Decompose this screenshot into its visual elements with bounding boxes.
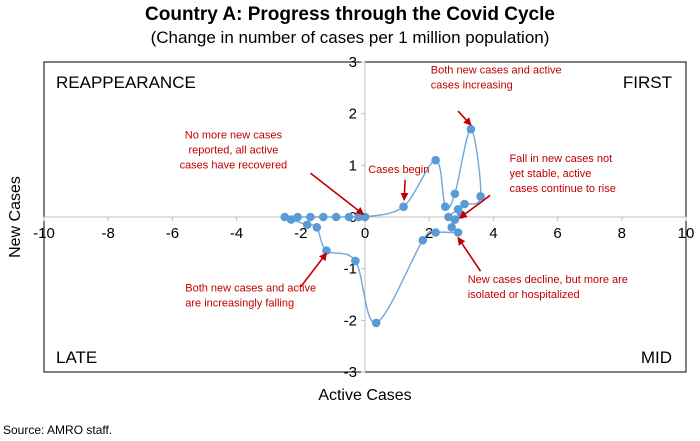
data-point (293, 212, 302, 222)
x-tick-label: 6 (553, 225, 561, 242)
annotation-text: isolated or hospitalized (468, 289, 580, 301)
data-point (466, 124, 476, 134)
data-point (476, 192, 485, 201)
data-point (306, 212, 315, 222)
data-point (431, 155, 440, 165)
x-axis-label: Active Cases (318, 387, 411, 404)
quadrant-label-top-right: FIRST (623, 73, 672, 92)
annotation-text: yet stable, active (509, 168, 591, 180)
y-tick-label: 1 (349, 157, 357, 174)
annotation-text: Cases begin (368, 164, 429, 176)
y-tick-label: -1 (344, 261, 357, 278)
data-point (344, 212, 354, 222)
data-point (399, 202, 408, 211)
annotation-text: reported, all active (188, 144, 278, 156)
annotation-arrow (300, 252, 328, 288)
data-point (450, 189, 460, 199)
annotation-text: are increasingly falling (185, 297, 294, 309)
y-tick-label: -2 (344, 312, 357, 329)
data-point (280, 212, 290, 222)
x-tick-label: -6 (166, 225, 179, 242)
data-point (460, 199, 469, 209)
annotation-arrow (458, 194, 491, 219)
data-point (418, 235, 428, 245)
x-tick-label: -4 (230, 225, 243, 242)
x-tick-label: -8 (102, 225, 115, 242)
data-point (312, 223, 322, 232)
data-point (351, 256, 360, 266)
data-point (318, 212, 328, 222)
x-tick-label: 0 (361, 225, 369, 242)
quadrant-label-bottom-left: LATE (56, 348, 97, 367)
x-tick-label: 4 (489, 225, 497, 242)
annotation-arrow (400, 179, 409, 201)
data-point (371, 318, 381, 328)
x-tick-label: 8 (618, 225, 626, 242)
annotation-arrow (457, 236, 482, 272)
annotation-arrow (309, 172, 365, 216)
y-axis-label: New Cases (7, 176, 24, 258)
data-point (447, 223, 456, 232)
y-tick-label: 2 (349, 106, 357, 123)
annotation-text: cases continue to rise (509, 183, 615, 195)
annotation-text: cases increasing (431, 79, 513, 91)
source-note: Source: AMRO staff. (3, 423, 113, 437)
data-point (440, 202, 450, 211)
data-point (302, 220, 312, 230)
x-tick-label: -2 (294, 225, 307, 242)
data-point (331, 212, 341, 222)
chart-title: Country A: Progress through the Covid Cy… (145, 4, 555, 25)
annotation-text: New cases decline, but more are (468, 274, 628, 286)
annotation-text: cases have recovered (180, 159, 288, 171)
y-tick-label: 3 (349, 54, 357, 71)
quadrant-label-bottom-right: MID (641, 348, 672, 367)
annotation-text: Both new cases and active (185, 282, 316, 294)
data-point (431, 228, 440, 237)
chart-subtitle: (Change in number of cases per 1 million… (150, 28, 550, 47)
annotation-arrow (457, 110, 472, 126)
quadrant-label-top-left: REAPPEARANCE (56, 73, 196, 92)
x-tick-label: -10 (33, 225, 55, 242)
annotation-text: Both new cases and active (431, 64, 562, 76)
x-tick-label: 2 (425, 225, 433, 242)
annotation-text: No more new cases (185, 129, 283, 141)
annotation-text: Fall in new cases not (509, 153, 612, 165)
y-tick-label: -3 (344, 364, 357, 381)
data-point (450, 215, 460, 224)
data-point (453, 228, 463, 237)
x-tick-label: 10 (678, 225, 695, 242)
